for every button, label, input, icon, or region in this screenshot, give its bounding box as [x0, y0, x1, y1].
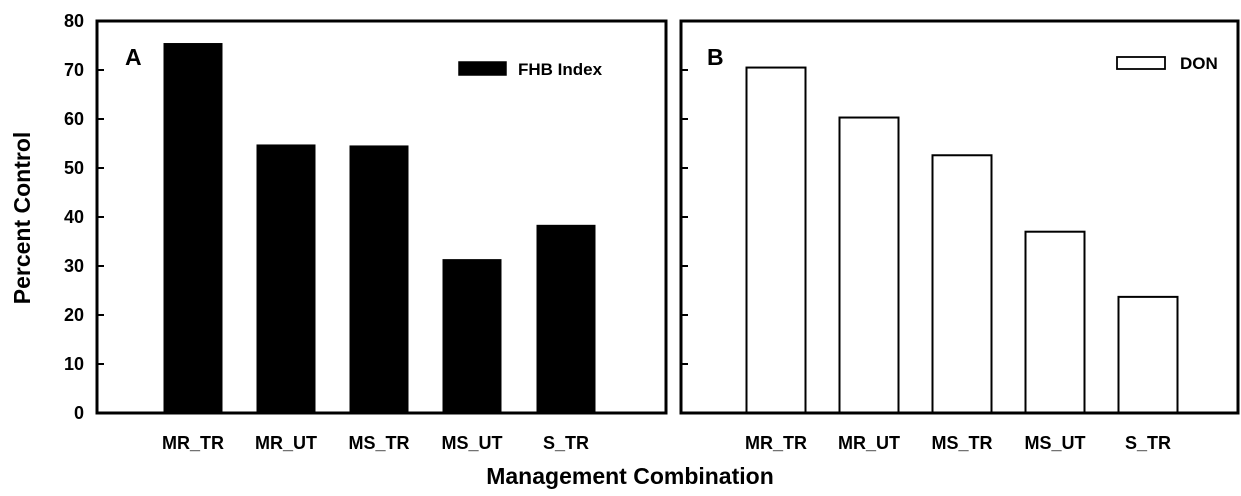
panel-a-bar-mr-ut — [256, 144, 316, 415]
panel-a-x-tick-label: MR_UT — [255, 433, 317, 453]
panel-b-ticks: MR_TR MR_UT MS_TR MS_UT S_TR — [681, 20, 1171, 453]
panel-b-legend-label: DON — [1180, 54, 1218, 73]
panel-b-legend-swatch — [1116, 56, 1166, 70]
panel-a-ticks: 0 10 20 30 40 50 60 70 80 MR_TR MR_UT MS_TR MS_UT S_T… — [64, 11, 589, 453]
panel-b-bar-ms-ut — [1024, 230, 1086, 414]
panel-b-x-tick-label: MR_UT — [838, 433, 900, 453]
panel-a-legend-swatch — [458, 61, 507, 76]
panel-a-bar-mr-tr — [163, 43, 223, 414]
y-axis-title: Percent Control — [9, 132, 35, 305]
panel-b-bar-s-tr — [1117, 295, 1179, 414]
panel-b-bar-mr-ut — [838, 116, 900, 414]
x-axis-title: Management Combination — [486, 463, 774, 489]
y-tick-label: 20 — [64, 305, 84, 325]
panel-a-x-tick-label: MR_TR — [162, 433, 224, 453]
panel-a-bar-ms-tr — [349, 145, 409, 414]
y-tick-label: 40 — [64, 207, 84, 227]
panel-b-x-tick-label: MS_TR — [931, 433, 992, 453]
panel-a-x-tick-label: MS_TR — [348, 433, 409, 453]
panel-a-bars — [163, 43, 596, 415]
panel-b-bar-mr-tr — [745, 66, 807, 415]
y-tick-label: 10 — [64, 354, 84, 374]
y-tick-label: 50 — [64, 158, 84, 178]
panel-a-legend-label: FHB Index — [518, 60, 603, 79]
y-tick-label: 80 — [64, 11, 84, 31]
panel-a-bar-ms-ut — [442, 259, 502, 414]
panel-b-x-tick-label: MR_TR — [745, 433, 807, 453]
y-tick-label: 70 — [64, 60, 84, 80]
panel-a: 0 10 20 30 40 50 60 70 80 MR_TR MR_UT MS_TR MS_UT S_T… — [64, 11, 668, 453]
panel-b: MR_TR MR_UT MS_TR MS_UT S_TR B DON — [679, 19, 1240, 453]
panel-b-letter: B — [707, 44, 724, 70]
panel-b-x-tick-label: S_TR — [1125, 433, 1171, 453]
panel-b-x-tick-label: MS_UT — [1024, 433, 1085, 453]
panel-b-bars — [745, 66, 1179, 415]
y-tick-label: 30 — [64, 256, 84, 276]
panel-a-letter: A — [125, 44, 142, 70]
y-tick-label: 0 — [74, 403, 84, 423]
panel-b-bar-ms-tr — [931, 154, 993, 414]
y-tick-label: 60 — [64, 109, 84, 129]
panel-a-bar-s-tr — [536, 224, 596, 414]
panel-a-x-tick-label: MS_UT — [441, 433, 502, 453]
panel-a-x-tick-label: S_TR — [543, 433, 589, 453]
